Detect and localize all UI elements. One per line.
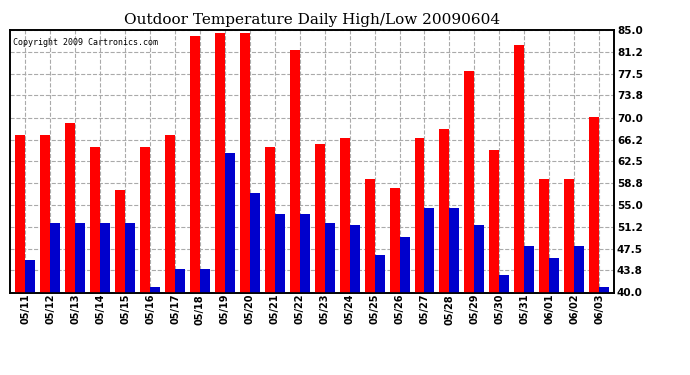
Bar — [574, 246, 584, 292]
Bar — [500, 275, 509, 292]
Bar — [564, 179, 574, 292]
Bar — [100, 222, 110, 292]
Bar — [15, 135, 26, 292]
Bar — [200, 269, 210, 292]
Bar — [40, 135, 50, 292]
Bar — [364, 179, 375, 292]
Title: Outdoor Temperature Daily High/Low 20090604: Outdoor Temperature Daily High/Low 20090… — [124, 13, 500, 27]
Bar — [315, 144, 325, 292]
Bar — [250, 194, 260, 292]
Bar — [489, 150, 500, 292]
Bar — [140, 147, 150, 292]
Bar — [350, 225, 359, 292]
Bar — [90, 147, 100, 292]
Bar — [225, 153, 235, 292]
Bar — [26, 260, 35, 292]
Bar — [589, 117, 599, 292]
Bar — [549, 258, 559, 292]
Bar — [514, 45, 524, 292]
Bar — [339, 138, 350, 292]
Bar — [265, 147, 275, 292]
Text: Copyright 2009 Cartronics.com: Copyright 2009 Cartronics.com — [13, 38, 159, 47]
Bar — [125, 222, 135, 292]
Bar — [390, 188, 400, 292]
Bar — [290, 50, 299, 292]
Bar — [424, 208, 435, 292]
Bar — [400, 237, 410, 292]
Bar — [75, 222, 85, 292]
Bar — [299, 214, 310, 292]
Bar — [240, 33, 250, 292]
Bar — [50, 222, 60, 292]
Bar — [115, 190, 125, 292]
Bar — [375, 255, 384, 292]
Bar — [66, 123, 75, 292]
Bar — [165, 135, 175, 292]
Bar — [524, 246, 534, 292]
Bar — [215, 33, 225, 292]
Bar — [475, 225, 484, 292]
Bar — [464, 71, 475, 292]
Bar — [540, 179, 549, 292]
Bar — [440, 129, 449, 292]
Bar — [175, 269, 185, 292]
Bar — [449, 208, 460, 292]
Bar — [599, 286, 609, 292]
Bar — [325, 222, 335, 292]
Bar — [150, 286, 160, 292]
Bar — [415, 138, 424, 292]
Bar — [190, 36, 200, 292]
Bar — [275, 214, 285, 292]
